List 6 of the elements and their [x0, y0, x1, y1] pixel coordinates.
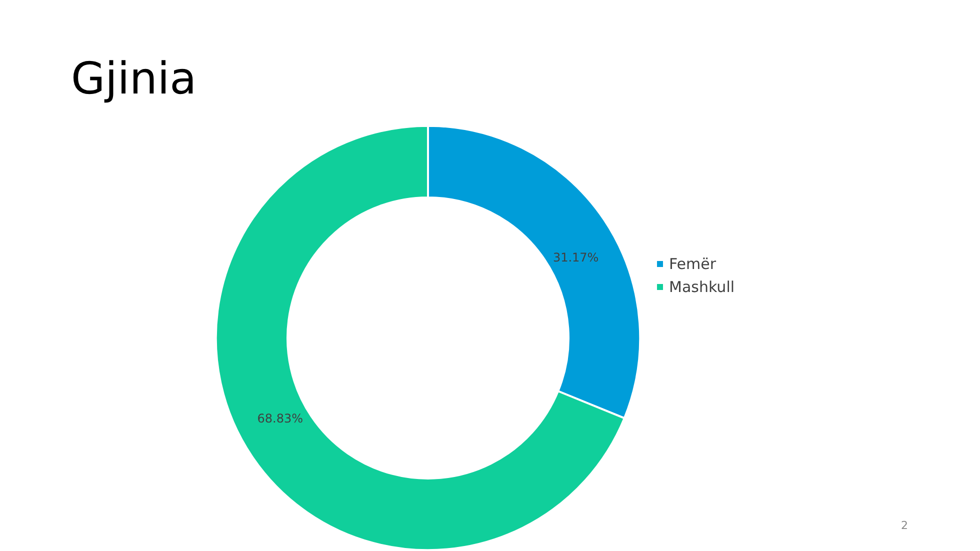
- data-label: 31.17%: [552, 250, 599, 264]
- chart-title: Gjinia: [71, 54, 197, 104]
- data-label: 68.83%: [257, 412, 304, 426]
- legend-label: Femër: [669, 255, 717, 273]
- legend-label: Mashkull: [669, 278, 735, 296]
- text: 2: [901, 519, 908, 532]
